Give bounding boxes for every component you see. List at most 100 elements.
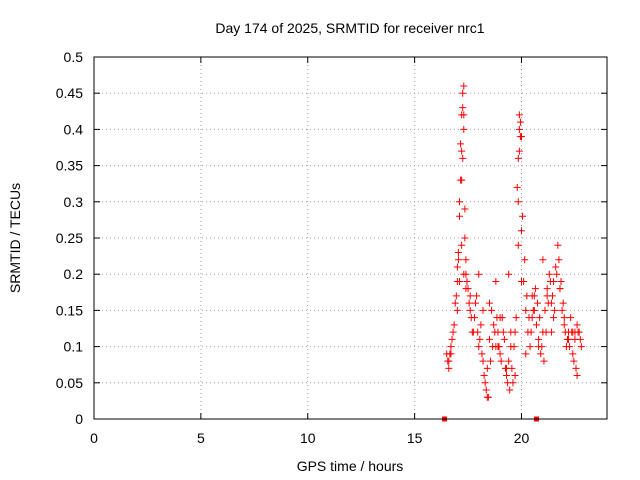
- data-point: [497, 357, 505, 365]
- data-point: [566, 343, 574, 351]
- data-point: [573, 321, 581, 329]
- data-point: [518, 277, 525, 285]
- data-point: [570, 357, 578, 365]
- data-point: [505, 270, 513, 278]
- data-point: [483, 393, 491, 401]
- data-point: [513, 183, 521, 191]
- data-point: [450, 321, 458, 329]
- data-point: [458, 176, 466, 184]
- data-point: [466, 292, 474, 300]
- data-point: [473, 292, 481, 300]
- data-point: [545, 270, 553, 278]
- data-point: [559, 299, 567, 307]
- y-tick-label: 0.35: [56, 158, 83, 174]
- data-point: [553, 270, 561, 278]
- data-point: [515, 111, 523, 119]
- data-point: [451, 299, 459, 307]
- data-point: [459, 154, 467, 162]
- data-point: [572, 364, 580, 372]
- data-point: [462, 256, 470, 264]
- data-point: [519, 212, 527, 220]
- data-point: [565, 335, 573, 343]
- y-tick-label: 0.15: [56, 302, 83, 318]
- data-point: [456, 198, 464, 206]
- y-tick-label: 0.1: [64, 339, 84, 355]
- data-point: [547, 328, 555, 336]
- data-point: [555, 256, 563, 264]
- x-tick-label: 10: [300, 430, 316, 446]
- data-point: [511, 372, 519, 380]
- data-point: [447, 350, 455, 358]
- data-point: [463, 277, 471, 285]
- data-point: [551, 306, 559, 314]
- data-point: [474, 328, 482, 336]
- data-point: [554, 241, 562, 249]
- data-point: [494, 343, 502, 351]
- axes: 0 5 10 15 20 0 0.05 0.1 0.15 0.2 0.25 0.3 0.35 0.4 0.4…: [56, 49, 608, 446]
- data-point: [460, 82, 468, 90]
- x-tick-label: 20: [514, 430, 530, 446]
- data-point: [567, 314, 575, 322]
- data-point: [460, 270, 468, 278]
- data-point: [454, 248, 462, 256]
- data-point: [540, 357, 548, 365]
- data-point: [445, 364, 453, 372]
- data-point: [480, 372, 488, 380]
- y-axis-label: SRMTID / TECUs: [7, 183, 23, 293]
- data-point: [478, 350, 486, 358]
- data-point: [518, 133, 525, 141]
- data-point: [560, 314, 568, 322]
- data-point: [516, 118, 524, 126]
- data-point: [577, 343, 585, 351]
- data-point: [479, 357, 487, 365]
- data-point: [507, 328, 515, 336]
- data-point: [544, 299, 552, 307]
- data-point: [458, 147, 466, 155]
- data-point: [456, 277, 464, 285]
- data-point: [528, 292, 536, 300]
- data-point: [534, 299, 542, 307]
- data-point: [535, 343, 543, 351]
- y-tick-label: 0.2: [64, 266, 84, 282]
- data-point: [452, 292, 460, 300]
- data-point: [459, 89, 467, 97]
- data-point: [454, 256, 462, 264]
- data-point: [458, 241, 466, 249]
- data-point: [461, 234, 469, 242]
- data-point: [531, 285, 539, 293]
- data-point: [460, 125, 468, 133]
- data-point: [465, 299, 473, 307]
- data-point: [488, 306, 496, 314]
- data-point: [536, 314, 544, 322]
- data-point: [552, 263, 560, 271]
- data-points: [442, 82, 585, 422]
- data-point: [475, 343, 483, 351]
- y-tick-label: 0: [75, 411, 83, 427]
- data-point: [483, 364, 491, 372]
- grid: [94, 57, 607, 419]
- data-point: [510, 343, 518, 351]
- chart-title: Day 174 of 2025, SRMTID for receiver nrc…: [215, 20, 484, 36]
- data-point: [453, 263, 461, 271]
- data-point: [466, 306, 474, 314]
- data-point: [456, 212, 464, 220]
- data-point: [467, 314, 475, 322]
- data-point: [539, 256, 547, 264]
- data-point: [573, 372, 581, 380]
- data-point: [453, 306, 461, 314]
- data-point: [448, 335, 456, 343]
- x-tick-label: 0: [90, 430, 98, 446]
- data-point: [525, 314, 533, 322]
- x-tick-label: 15: [407, 430, 423, 446]
- data-point: [500, 335, 508, 343]
- data-point: [479, 306, 487, 314]
- y-tick-label: 0.5: [64, 49, 84, 65]
- data-point: [537, 350, 545, 358]
- data-point: [476, 335, 484, 343]
- data-point: [515, 147, 523, 155]
- y-tick-label: 0.05: [56, 375, 83, 391]
- data-point: [504, 379, 512, 387]
- data-point: [459, 104, 467, 112]
- data-point: [503, 372, 511, 380]
